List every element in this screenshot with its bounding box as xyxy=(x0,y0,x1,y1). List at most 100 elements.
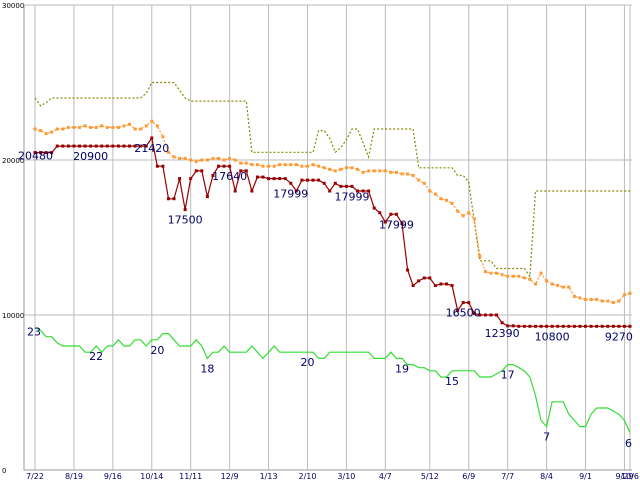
data-point-lowest xyxy=(533,324,537,328)
data-point-lowest xyxy=(66,144,70,148)
data-label-lowest: 16500 xyxy=(446,307,481,320)
data-label-lowest: 20480 xyxy=(18,150,53,163)
data-point-average xyxy=(589,298,593,301)
data-point-average xyxy=(517,274,521,278)
data-label-shops: 15 xyxy=(445,375,459,388)
data-point-average xyxy=(511,274,515,278)
data-point-average xyxy=(83,124,87,128)
data-point-average xyxy=(61,127,65,131)
data-point-lowest xyxy=(105,144,109,148)
data-point-average xyxy=(228,156,232,160)
x-tick-label: 7/22 xyxy=(26,472,44,480)
data-point-average xyxy=(105,125,109,129)
data-point-average xyxy=(50,130,54,134)
data-point-lowest xyxy=(217,164,221,168)
data-point-average xyxy=(311,163,315,167)
data-point-average xyxy=(44,132,48,136)
data-point-lowest xyxy=(378,211,382,215)
data-point-average xyxy=(66,125,70,129)
data-point-average xyxy=(533,282,537,286)
data-point-lowest xyxy=(200,169,204,173)
x-axis: 7/22 8/19 9/16 10/14 11/11 12/9 1/13 2/10 3/10 4/… xyxy=(24,469,639,480)
data-point-average xyxy=(489,271,493,275)
data-point-average xyxy=(194,160,198,164)
data-point-average xyxy=(606,299,610,303)
data-label-lowest: 17500 xyxy=(168,214,203,227)
data-point-average xyxy=(350,166,354,170)
data-label-shops: 22 xyxy=(89,350,103,363)
data-label-lowest: 17999 xyxy=(273,187,308,200)
data-point-lowest xyxy=(489,313,493,317)
series-line-highest xyxy=(34,81,630,279)
data-point-lowest xyxy=(417,279,421,283)
data-point-average xyxy=(200,158,204,162)
x-tick-label: 8/4 xyxy=(540,472,553,480)
data-point-lowest xyxy=(77,144,81,148)
data-point-lowest xyxy=(439,282,443,286)
data-label-lowest: 10800 xyxy=(535,330,570,343)
data-point-average xyxy=(250,163,254,167)
series-line-average xyxy=(34,120,631,304)
data-point-lowest xyxy=(361,189,365,193)
data-point-average xyxy=(39,129,43,133)
data-point-lowest xyxy=(595,324,599,328)
data-point-average xyxy=(472,217,476,221)
data-point-average xyxy=(628,291,632,295)
data-point-average xyxy=(545,279,549,283)
data-point-lowest xyxy=(94,144,98,148)
data-point-average xyxy=(444,198,448,202)
data-point-average xyxy=(144,124,148,128)
data-point-lowest xyxy=(461,301,465,305)
data-point-lowest xyxy=(116,144,120,148)
data-point-average xyxy=(572,294,576,298)
data-point-average xyxy=(89,125,93,129)
data-point-lowest xyxy=(83,144,87,148)
data-point-average xyxy=(283,163,287,167)
data-point-lowest xyxy=(72,144,76,148)
data-point-average xyxy=(255,163,259,167)
data-labels: 20480 20900 21420 17500 17640 17999 17999 17999… xyxy=(18,142,633,450)
data-point-lowest xyxy=(383,220,387,224)
data-point-average xyxy=(33,127,37,131)
data-point-lowest xyxy=(606,324,610,328)
data-label-lowest: 9270 xyxy=(605,330,633,343)
x-tick-label: 11/11 xyxy=(179,472,202,480)
data-point-average xyxy=(495,271,499,275)
data-label-lowest: 20900 xyxy=(73,150,108,163)
x-tick-label: 10/14 xyxy=(140,472,163,480)
data-point-lowest xyxy=(317,178,321,182)
data-point-lowest xyxy=(311,178,315,182)
data-point-average xyxy=(133,127,137,131)
data-point-lowest xyxy=(344,184,348,188)
series-line-shops xyxy=(34,326,631,434)
data-point-average xyxy=(211,156,215,160)
data-point-average xyxy=(561,285,565,289)
data-point-average xyxy=(617,299,621,303)
data-point-lowest xyxy=(172,197,176,201)
data-label-shops: 18 xyxy=(200,362,214,375)
data-point-average xyxy=(305,164,309,168)
data-point-lowest xyxy=(428,276,432,280)
data-point-average xyxy=(94,125,98,129)
data-point-lowest xyxy=(189,177,193,181)
data-point-lowest xyxy=(289,181,293,185)
data-label-shops: 19 xyxy=(395,362,409,375)
data-point-lowest xyxy=(600,324,604,328)
x-tick-label: 8/19 xyxy=(65,472,83,480)
data-point-average xyxy=(400,172,404,176)
data-point-lowest xyxy=(611,324,615,328)
data-point-lowest xyxy=(100,144,104,148)
x-tick-label: 4/7 xyxy=(379,472,392,480)
data-label-shops: 6 xyxy=(625,437,632,450)
data-point-average xyxy=(367,169,371,173)
data-point-average xyxy=(611,301,615,305)
x-tick-label: 10/6 xyxy=(621,472,639,480)
data-point-lowest xyxy=(400,222,404,226)
data-label-lowest: 21420 xyxy=(134,142,169,155)
data-point-average xyxy=(189,158,193,162)
data-point-average xyxy=(128,122,132,126)
data-point-average xyxy=(278,163,282,167)
data-point-lowest xyxy=(161,164,165,168)
